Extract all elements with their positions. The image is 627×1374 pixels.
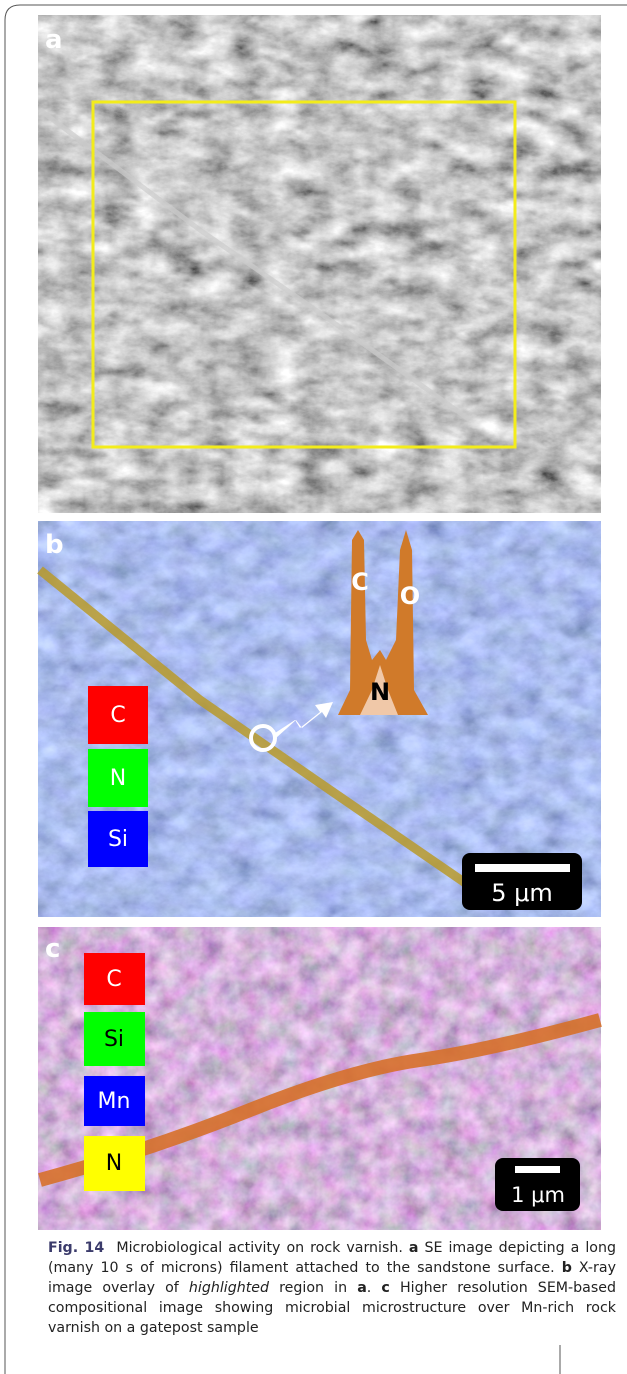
caption-text: region in bbox=[269, 1280, 357, 1296]
caption-emphasis: highlighted bbox=[189, 1280, 269, 1296]
legend-label: C bbox=[110, 703, 125, 728]
panel-a: a bbox=[38, 15, 601, 513]
panel-label: c bbox=[45, 934, 60, 964]
caption-ref: b bbox=[562, 1260, 572, 1276]
legend-label: N bbox=[110, 766, 126, 791]
legend-label: Si bbox=[108, 827, 128, 852]
legend-label: Si bbox=[104, 1027, 124, 1052]
scale-bar-label: 1 μm bbox=[511, 1183, 565, 1207]
scale-bar-label: 5 μm bbox=[491, 879, 553, 907]
panel-label: b bbox=[45, 530, 64, 560]
peak-label: N bbox=[370, 678, 390, 706]
peak-label: C bbox=[351, 568, 369, 596]
panel-c: C Si Mn N 1 μm c bbox=[38, 927, 601, 1230]
caption-ref: c bbox=[381, 1280, 389, 1296]
scale-bar bbox=[475, 864, 570, 872]
legend-label: C bbox=[106, 967, 121, 992]
page: a C O N C N Si 5 μm b C Si Mn N 1 μm c F… bbox=[0, 0, 627, 1374]
panel-b: C O N C N Si 5 μm b bbox=[38, 521, 601, 917]
caption: Fig. 14 Microbiological activity on rock… bbox=[48, 1238, 616, 1338]
sem-image bbox=[38, 15, 601, 513]
scale-bar bbox=[515, 1166, 560, 1173]
panel-label: a bbox=[45, 25, 63, 55]
figure: a C O N C N Si 5 μm b C Si Mn N 1 μm c bbox=[0, 0, 627, 1374]
caption-ref: a bbox=[357, 1280, 367, 1296]
caption-label: Fig. 14 bbox=[48, 1240, 104, 1256]
peak-label: O bbox=[400, 582, 420, 610]
legend-label: N bbox=[106, 1151, 122, 1176]
caption-text: Microbiological activity on rock varnish… bbox=[116, 1240, 409, 1256]
caption-text: . bbox=[367, 1280, 382, 1296]
legend-label: Mn bbox=[98, 1089, 131, 1114]
